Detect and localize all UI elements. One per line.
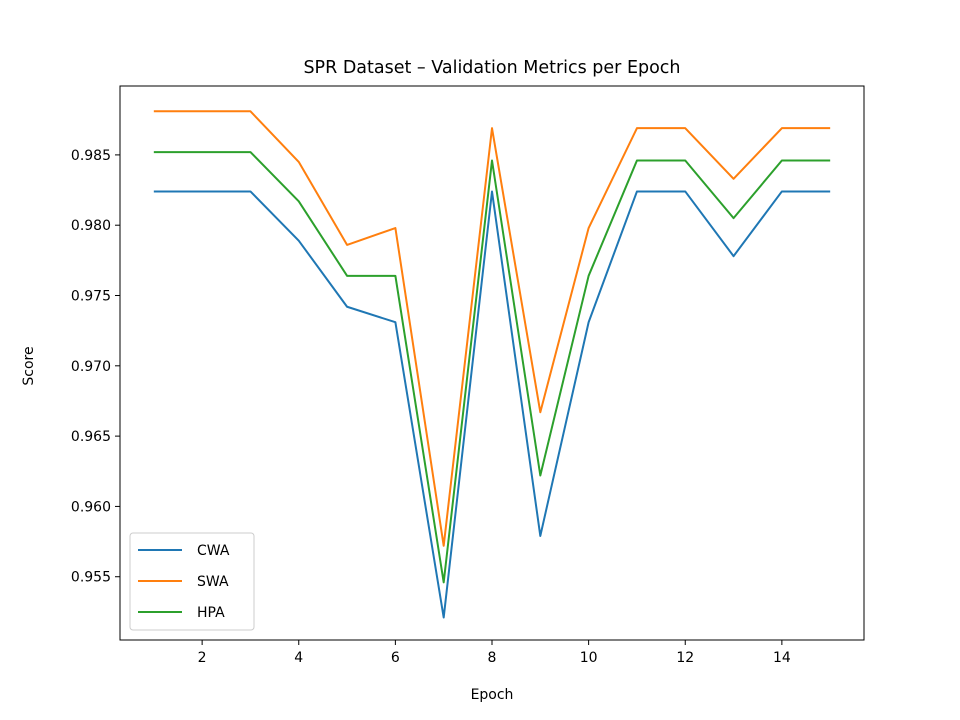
y-axis-label: Score bbox=[21, 346, 37, 385]
series-line-swa bbox=[153, 110, 831, 547]
x-tick-label: 4 bbox=[294, 650, 303, 666]
y-tick-label: 0.965 bbox=[71, 429, 111, 445]
legend-label-hpa: HPA bbox=[197, 605, 225, 621]
y-tick-label: 0.980 bbox=[71, 218, 111, 234]
x-tick-label: 2 bbox=[198, 650, 207, 666]
plot-frame bbox=[119, 85, 865, 641]
x-axis: 2 4 6 8 10 12 14 bbox=[198, 640, 791, 666]
legend: CWA SWA HPA bbox=[129, 532, 255, 631]
y-tick-label: 0.975 bbox=[71, 289, 111, 305]
legend-label-cwa: CWA bbox=[197, 543, 230, 559]
chart-title: SPR Dataset – Validation Metrics per Epo… bbox=[303, 58, 680, 78]
x-tick-label: 14 bbox=[773, 650, 791, 666]
series-line-cwa bbox=[153, 190, 831, 619]
legend-label-swa: SWA bbox=[197, 574, 229, 590]
y-tick-label: 0.985 bbox=[71, 148, 111, 164]
y-axis: 0.955 0.960 0.965 0.970 0.975 0.980 0.985 bbox=[71, 148, 120, 586]
series-line-hpa bbox=[153, 151, 831, 584]
legend-box bbox=[129, 532, 255, 631]
x-axis-label: Epoch bbox=[471, 687, 514, 703]
x-tick-label: 8 bbox=[488, 650, 497, 666]
series-layer bbox=[153, 110, 831, 619]
y-tick-label: 0.955 bbox=[71, 570, 111, 586]
x-tick-label: 6 bbox=[391, 650, 400, 666]
x-tick-label: 12 bbox=[676, 650, 694, 666]
x-tick-label: 10 bbox=[580, 650, 598, 666]
y-tick-label: 0.960 bbox=[71, 499, 111, 515]
y-tick-label: 0.970 bbox=[71, 359, 111, 375]
